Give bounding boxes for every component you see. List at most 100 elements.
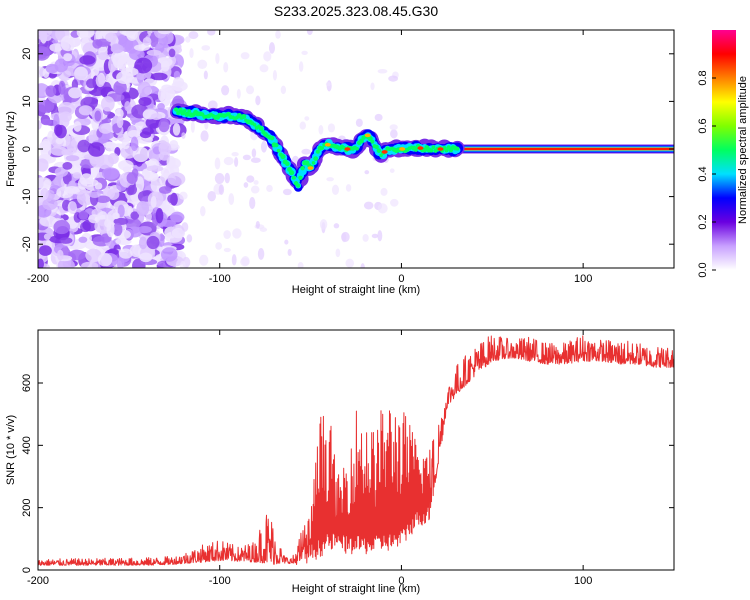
- sparse-noise-blob: [326, 177, 334, 182]
- noise-blob: [56, 186, 75, 199]
- noise-blob: [157, 30, 171, 35]
- ridge-blob: [298, 175, 303, 180]
- sparse-noise-blob: [189, 48, 194, 59]
- noise-blob: [116, 255, 125, 268]
- sparse-noise-blob: [389, 168, 395, 173]
- sparse-noise-blob: [207, 191, 217, 202]
- sparse-noise-blob: [268, 42, 276, 54]
- noise-blob: [38, 30, 47, 39]
- colorbar-tick-label: 0.6: [697, 118, 709, 133]
- y-tick-label: -20: [21, 236, 33, 252]
- noise-blob: [45, 85, 57, 97]
- noise-blob: [150, 113, 163, 120]
- ridge-blob: [289, 170, 295, 176]
- colorbar-tick-label: 0.4: [697, 166, 709, 181]
- noise-blob: [160, 247, 178, 262]
- figure-title: S233.2025.323.08.45.G30: [274, 3, 438, 19]
- sparse-noise-blob: [207, 100, 218, 111]
- sparse-noise-blob: [221, 85, 230, 96]
- colorbar-tick-label: 0.2: [697, 214, 709, 229]
- ridge-blob: [291, 175, 296, 180]
- sparse-noise-blob: [362, 233, 369, 242]
- noise-blob: [88, 191, 101, 198]
- noise-blob: [65, 155, 80, 162]
- noise-blob: [117, 204, 125, 218]
- sparse-noise-blob: [215, 52, 220, 65]
- noise-blob: [171, 227, 186, 239]
- noise-blob: [38, 100, 55, 113]
- noise-blob: [168, 48, 176, 58]
- noise-blob: [39, 215, 58, 227]
- noise-blob: [112, 222, 123, 237]
- sparse-noise-blob: [200, 206, 206, 217]
- snr-y-ticks: 0 200 400 600: [21, 374, 674, 573]
- noise-blob: [40, 118, 53, 126]
- sparse-noise-blob: [275, 30, 281, 39]
- sparse-noise-blob: [214, 157, 221, 170]
- sparse-noise-blob: [364, 170, 370, 175]
- sparse-noise-blob: [360, 263, 365, 268]
- noise-blob: [116, 115, 124, 128]
- sparse-noise-blob: [341, 231, 350, 242]
- sparse-noise-blob: [201, 45, 211, 51]
- sparse-noise-blob: [203, 70, 208, 80]
- sparse-noise-blob: [318, 124, 324, 135]
- ridge-hotspot: [437, 147, 444, 151]
- sparse-noise-blob: [325, 81, 331, 87]
- sparse-noise-blob: [236, 88, 241, 99]
- ridge-blob: [182, 108, 187, 113]
- y-tick-label: 20: [21, 48, 33, 60]
- noise-blob: [126, 30, 138, 41]
- sparse-noise-blob: [301, 50, 308, 55]
- snr-panel: -200 -100 0 100 0 200 400 600 Height of straig…: [5, 329, 675, 595]
- ridge-hotspot: [381, 150, 388, 154]
- x-tick-label: 100: [574, 273, 592, 285]
- sparse-noise-blob: [200, 130, 209, 142]
- x-tick-label: -200: [27, 575, 49, 587]
- sparse-noise-blob: [243, 182, 249, 188]
- noise-blob: [145, 117, 161, 129]
- noise-blob: [88, 214, 101, 224]
- ridge-blob: [176, 110, 181, 116]
- sparse-noise-blob: [190, 121, 195, 133]
- colorbar-ticks: 0.0 0.2 0.4 0.6 0.8: [697, 70, 716, 278]
- noise-blobs: [38, 30, 399, 268]
- noise-blob: [161, 84, 173, 91]
- noise-blob: [144, 171, 159, 182]
- ridge-blob: [269, 135, 275, 141]
- x-tick-label: -100: [209, 273, 231, 285]
- noise-blob: [43, 233, 51, 240]
- sparse-noise-blob: [231, 151, 239, 157]
- sparse-noise-blob: [282, 188, 292, 196]
- sparse-noise-blob: [390, 129, 398, 139]
- noise-blob: [98, 52, 109, 61]
- sparse-noise-blob: [224, 172, 230, 184]
- noise-blob: [146, 235, 160, 250]
- noise-blob: [107, 153, 119, 165]
- noise-blob: [139, 252, 153, 263]
- sparse-noise-blob: [231, 254, 237, 266]
- noise-blob: [38, 120, 42, 130]
- ridge-blob: [276, 148, 281, 153]
- ridge-blob: [313, 156, 319, 162]
- noise-blob: [157, 102, 165, 111]
- noise-blob: [78, 236, 88, 243]
- ridge-blob: [376, 148, 382, 153]
- x-tick-label: 100: [574, 575, 592, 587]
- ridge-blob: [300, 165, 305, 171]
- ridge-blob: [320, 146, 325, 150]
- sparse-noise-blob: [218, 184, 225, 195]
- noise-blob: [167, 172, 186, 187]
- sparse-noise-blob: [263, 51, 272, 62]
- noise-blob: [158, 118, 170, 133]
- sparse-noise-blob: [345, 184, 352, 192]
- noise-blob: [101, 96, 115, 112]
- noise-blob: [87, 142, 105, 157]
- noise-blob: [112, 53, 125, 69]
- noise-blob: [139, 131, 152, 139]
- noise-blob: [38, 245, 52, 256]
- noise-blob: [101, 167, 120, 180]
- noise-blob: [56, 249, 64, 261]
- sparse-noise-blob: [374, 113, 383, 122]
- snr-x-label: Height of straight line (km): [292, 583, 420, 595]
